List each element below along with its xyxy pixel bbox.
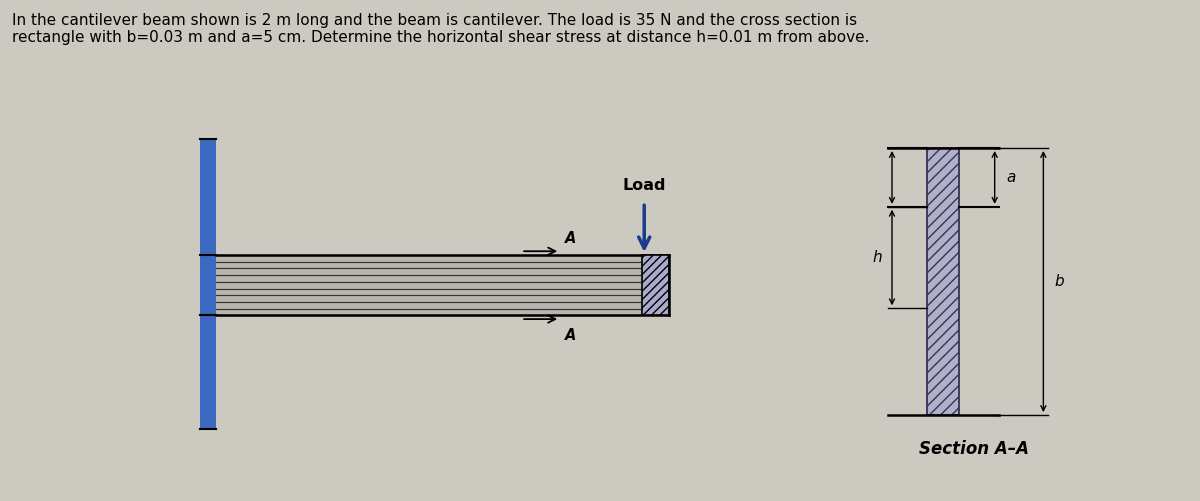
Text: b: b xyxy=(1055,274,1064,289)
Bar xyxy=(642,255,670,316)
Text: A: A xyxy=(564,328,576,343)
Text: a: a xyxy=(1006,170,1015,185)
Bar xyxy=(200,139,216,428)
Text: A: A xyxy=(564,231,576,246)
Text: h: h xyxy=(872,250,882,265)
Bar xyxy=(928,148,959,415)
Text: Load: Load xyxy=(623,178,666,193)
Bar xyxy=(216,255,670,316)
Text: In the cantilever beam shown is 2 m long and the beam is cantilever. The load is: In the cantilever beam shown is 2 m long… xyxy=(12,13,870,45)
Text: Section A–A: Section A–A xyxy=(919,440,1030,458)
